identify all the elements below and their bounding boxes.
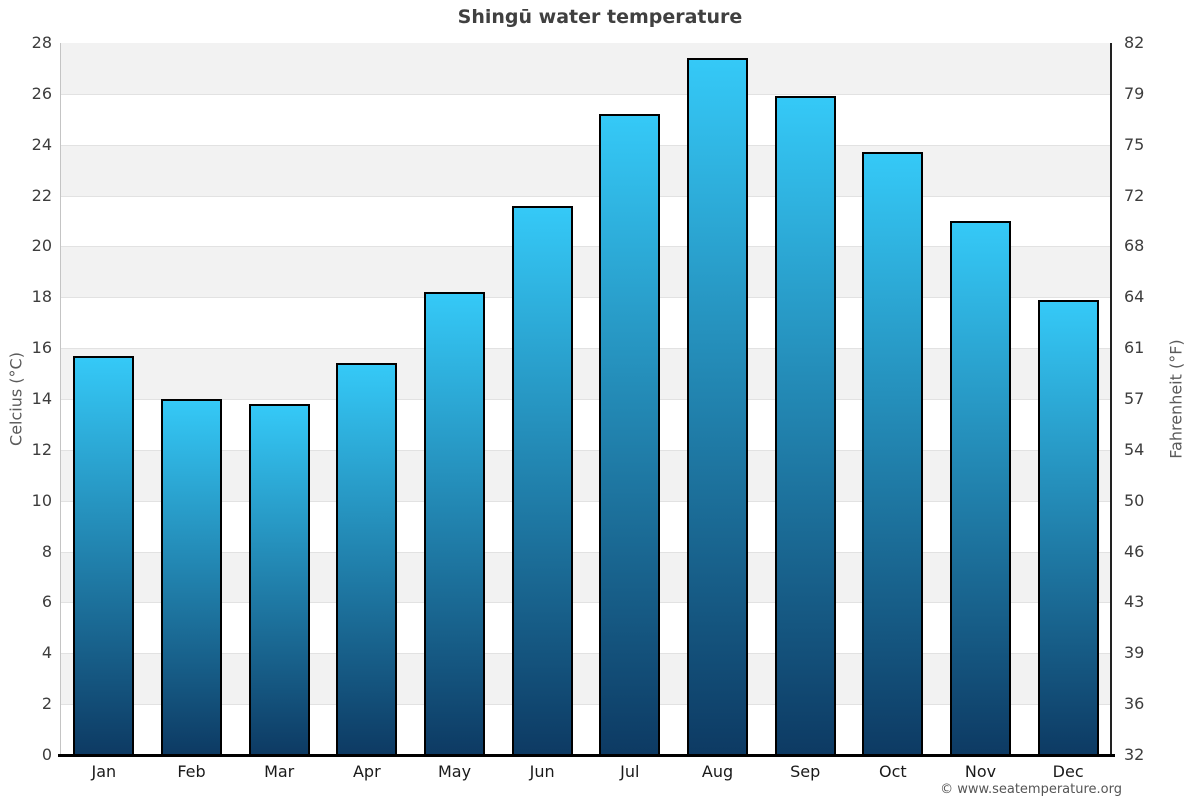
chart-title: Shingū water temperature (457, 6, 743, 28)
grid-band (60, 43, 1112, 94)
fahrenheit-tick-label: 64 (1124, 287, 1145, 307)
gridline (60, 704, 1112, 706)
fahrenheit-tick-label: 32 (1124, 745, 1145, 764)
grid-band (60, 195, 1112, 247)
celsius-tick-label: 22 (31, 185, 52, 205)
month-label-dec: Dec (1052, 762, 1084, 781)
grid-band (60, 297, 1112, 349)
bar-jun (511, 205, 573, 755)
bar-oct (862, 152, 924, 755)
fahrenheit-tick-label: 61 (1124, 338, 1145, 358)
month-label-jun: Jun (529, 762, 555, 781)
month-label-jul: Jul (620, 762, 640, 781)
grid-band (60, 93, 1112, 145)
bar-feb (161, 399, 222, 755)
grid-band (60, 399, 1112, 450)
month-label-sep: Sep (790, 762, 821, 781)
celsius-axis-label: Celcius (°C) (6, 352, 26, 446)
gridline (60, 93, 1112, 95)
grid-band (60, 348, 1112, 399)
grid-band (60, 449, 1112, 501)
month-label-nov: Nov (964, 762, 997, 781)
celsius-tick-label: 0 (41, 745, 52, 764)
bar-aug (687, 58, 748, 755)
month-label-apr: Apr (352, 762, 381, 781)
bar-sep (774, 96, 836, 755)
gridline (60, 144, 1112, 146)
month-label-jan: Jan (91, 762, 117, 781)
celsius-tick-label: 16 (31, 338, 52, 358)
celsius-tick-label: 28 (31, 33, 52, 52)
gridline (60, 195, 1112, 197)
grid-band (60, 551, 1112, 603)
grid-band (60, 246, 1112, 298)
bar-dec (1037, 299, 1099, 755)
gridline (60, 653, 1112, 655)
month-label-mar: Mar (264, 762, 295, 781)
bar-mar (248, 404, 310, 755)
celsius-tick-label: 18 (31, 287, 52, 307)
celsius-tick-label: 8 (41, 541, 52, 561)
celsius-tick-label: 2 (41, 694, 52, 714)
fahrenheit-tick-label: 82 (1124, 33, 1145, 52)
celsius-tick-label: 12 (31, 439, 52, 459)
fahrenheit-tick-label: 72 (1124, 185, 1145, 205)
celsius-tick-label: 26 (31, 83, 52, 103)
gridline (60, 297, 1112, 299)
gridline (60, 449, 1112, 451)
grid-band (60, 704, 1112, 755)
copyright-footer: © www.seatemperature.org (940, 782, 1122, 797)
y-axis-line-right (1110, 43, 1112, 755)
fahrenheit-tick-label: 75 (1124, 134, 1145, 154)
fahrenheit-tick-label: 57 (1124, 389, 1145, 408)
celsius-tick-label: 10 (31, 490, 52, 510)
fahrenheit-tick-label: 43 (1124, 592, 1145, 612)
month-label-feb: Feb (177, 762, 206, 781)
fahrenheit-tick-label: 39 (1124, 643, 1145, 663)
celsius-tick-label: 6 (41, 592, 52, 612)
bar-apr (336, 363, 398, 755)
grid-band (60, 602, 1112, 654)
bar-jan (73, 355, 135, 755)
fahrenheit-tick-label: 68 (1124, 236, 1145, 256)
gridline (60, 348, 1112, 350)
grid-band (60, 653, 1112, 705)
x-axis-line (58, 754, 1115, 757)
fahrenheit-tick-label: 36 (1124, 694, 1145, 714)
month-label-oct: Oct (878, 762, 907, 781)
fahrenheit-tick-label: 50 (1124, 490, 1145, 510)
bar-nov (950, 221, 1011, 755)
celsius-tick-label: 14 (31, 389, 52, 408)
celsius-tick-label: 24 (31, 134, 52, 154)
gridline (60, 551, 1112, 553)
grid-band (60, 500, 1112, 552)
month-label-aug: Aug (701, 762, 734, 781)
fahrenheit-axis-label: Fahrenheit (°F) (1166, 339, 1186, 459)
y-axis-line-left (60, 43, 61, 755)
bar-jul (599, 114, 661, 755)
celsius-tick-label: 4 (41, 643, 52, 663)
fahrenheit-tick-label: 54 (1124, 439, 1145, 459)
month-label-may: May (437, 762, 472, 781)
gridline (60, 399, 1112, 400)
fahrenheit-tick-label: 46 (1124, 541, 1145, 561)
gridline (60, 500, 1112, 502)
fahrenheit-tick-label: 79 (1124, 83, 1145, 103)
celsius-tick-label: 20 (31, 236, 52, 256)
gridline (60, 246, 1112, 248)
bar-may (424, 292, 485, 755)
gridline (60, 602, 1112, 604)
plot-area (60, 43, 1112, 755)
grid-band (60, 144, 1112, 196)
